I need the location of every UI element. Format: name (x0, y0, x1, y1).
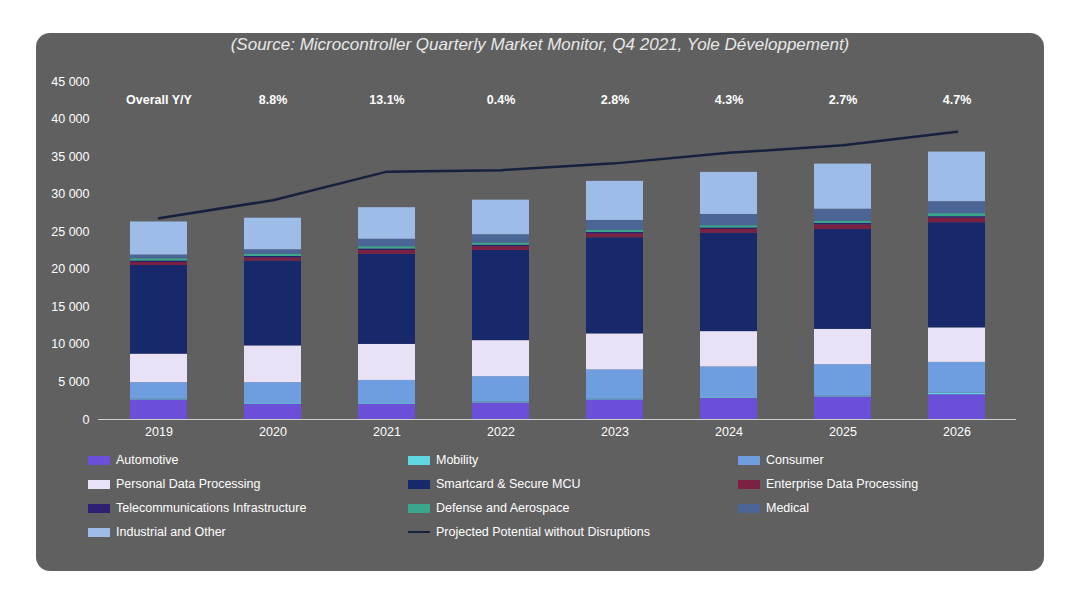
html-text:Defense and Aerospace: Defense and Aerospace (436, 501, 570, 515)
html-text:Automotive: Automotive (116, 453, 179, 467)
svg-text:2026: 2026 (943, 425, 971, 439)
svg-text:8.8%: 8.8% (259, 93, 288, 107)
html-text:Projected Potential without Di: Projected Potential without Disruptions (436, 525, 650, 539)
svg-text:25 000: 25 000 (51, 225, 89, 239)
svg-text:4.3%: 4.3% (715, 93, 744, 107)
svg-text:10 000: 10 000 (51, 337, 89, 351)
html-text:Consumer: Consumer (766, 453, 824, 467)
svg-text:2.7%: 2.7% (829, 93, 858, 107)
svg-text:2021: 2021 (373, 425, 401, 439)
html-text:Medical: Medical (766, 501, 810, 515)
svg-text:2023: 2023 (601, 425, 629, 439)
svg-text:2022: 2022 (487, 425, 515, 439)
svg-text:0.4%: 0.4% (487, 93, 516, 107)
svg-text:2020: 2020 (259, 425, 287, 439)
html-text:Enterprise Data Processing: Enterprise Data Processing (766, 477, 919, 491)
svg-text:5 000: 5 000 (58, 375, 89, 389)
html-text:(Source: Microcontroller Quart: (Source: Microcontroller Quarterly Marke… (230, 35, 850, 54)
svg-text:2.8%: 2.8% (601, 93, 630, 107)
svg-text:2019: 2019 (145, 425, 173, 439)
html-text:Smartcard & Secure MCU: Smartcard & Secure MCU (436, 477, 581, 491)
svg-text:0: 0 (83, 413, 90, 427)
svg-text:4.7%: 4.7% (943, 93, 972, 107)
svg-text:40 000: 40 000 (51, 112, 89, 126)
html-text:Mobility: Mobility (436, 453, 479, 467)
html-text:Personal Data Processing: Personal Data Processing (116, 477, 261, 491)
svg-text:13.1%: 13.1% (369, 93, 404, 107)
html-text:Telecommunications Infrastruct: Telecommunications Infrastructure (116, 501, 307, 515)
svg-text:15 000: 15 000 (51, 300, 89, 314)
svg-text:2025: 2025 (829, 425, 857, 439)
svg-text:30 000: 30 000 (51, 187, 89, 201)
svg-text:45 000: 45 000 (51, 75, 89, 89)
svg-text:Overall Y/Y: Overall Y/Y (126, 93, 192, 107)
svg-text:2024: 2024 (715, 425, 743, 439)
svg-text:35 000: 35 000 (51, 150, 89, 164)
svg-text:20 000: 20 000 (51, 262, 89, 276)
html-text:Industrial and Other: Industrial and Other (116, 525, 226, 539)
